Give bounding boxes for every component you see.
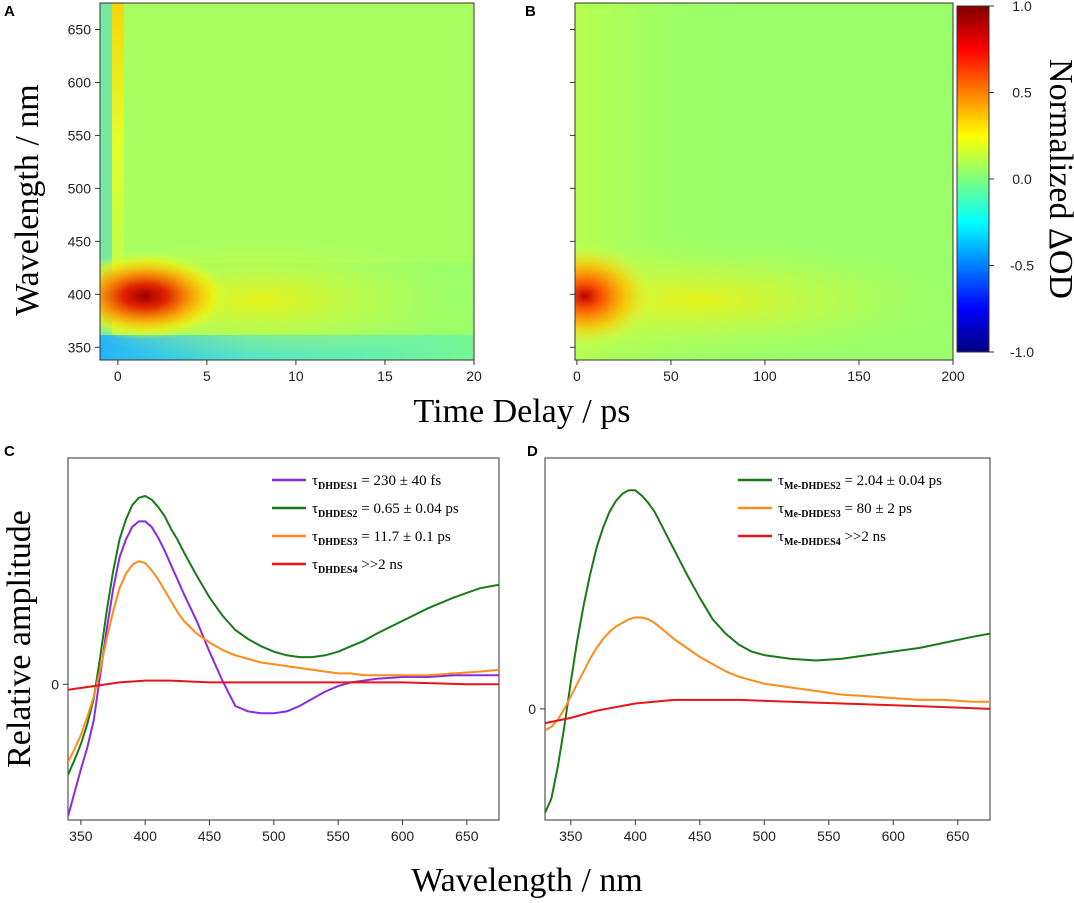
plot-a-frame bbox=[99, 2, 475, 361]
x-tick-label: 650 bbox=[946, 828, 970, 844]
x-tick-label: 350 bbox=[69, 828, 93, 844]
colorbar-tick-label: 1.0 bbox=[1012, 0, 1032, 14]
series-line bbox=[68, 520, 499, 817]
panel-label-c: C bbox=[4, 443, 15, 460]
y-tick-label: 0 bbox=[528, 701, 536, 717]
x-tick-label: 150 bbox=[847, 368, 871, 384]
y-tick-label: 600 bbox=[68, 74, 92, 90]
series-line bbox=[68, 679, 499, 691]
panel-label-b: B bbox=[525, 3, 536, 20]
x-axis-title-bottom: Wavelength / nm bbox=[411, 862, 642, 899]
y-tick-label: 550 bbox=[68, 127, 92, 143]
y-tick-label: 650 bbox=[68, 21, 92, 37]
x-tick-label: 100 bbox=[753, 368, 777, 384]
x-tick-label: 10 bbox=[288, 368, 304, 384]
legend-label: τDHDES3 = 11.7 ± 0.1 ps bbox=[312, 529, 451, 548]
colorbar: 1.0 0.5 0.0 -0.5 -1.0 Normalized ΔOD bbox=[956, 0, 1074, 360]
series-line bbox=[545, 698, 990, 725]
series-line bbox=[545, 489, 990, 814]
colorbar-gradient bbox=[956, 5, 990, 353]
legend-label: τDHDES1 = 230 ± 40 fs bbox=[312, 473, 441, 492]
colorbar-tick-label: -0.5 bbox=[1010, 258, 1034, 274]
x-tick-label: 400 bbox=[624, 828, 648, 844]
panel-label-d: D bbox=[527, 443, 538, 460]
heatmap-b-warm-tail bbox=[575, 240, 953, 360]
x-tick-label: 200 bbox=[941, 368, 965, 384]
panel-b-heatmap: 0 50 100 150 200 bbox=[570, 2, 965, 384]
plot-b-frame bbox=[574, 2, 954, 361]
series-line bbox=[68, 560, 499, 763]
y-axis-title-top: Wavelength / nm bbox=[9, 84, 46, 315]
x-tick-label: 15 bbox=[377, 368, 393, 384]
x-tick-label: 50 bbox=[663, 368, 679, 384]
x-tick-label: 20 bbox=[466, 368, 482, 384]
panel-a-heatmap: 0 5 10 15 20 350 400 450 500 550 600 650 bbox=[68, 2, 482, 384]
x-tick-label: 450 bbox=[688, 828, 712, 844]
legend-label: τDHDES4 >>2 ns bbox=[312, 557, 403, 576]
y-tick-label: 350 bbox=[68, 339, 92, 355]
plot-d-frame bbox=[544, 457, 991, 821]
x-tick-label: 0 bbox=[573, 368, 581, 384]
series-line bbox=[545, 616, 990, 732]
x-tick-label: 500 bbox=[262, 828, 286, 844]
colorbar-tick-label: 0.5 bbox=[1012, 85, 1032, 101]
x-tick-label: 600 bbox=[882, 828, 906, 844]
x-tick-label: 5 bbox=[203, 368, 211, 384]
colorbar-tick-label: 0.0 bbox=[1012, 171, 1032, 187]
colorbar-tick-label: -1.0 bbox=[1010, 344, 1034, 360]
legend-label: τMe-DHDES2 = 2.04 ± 0.04 ps bbox=[778, 473, 942, 492]
x-tick-label: 550 bbox=[817, 828, 841, 844]
panel-d-plot: 350 400 450 500 550 600 650 0 τMe-DHDES2 = 2.04… bbox=[528, 457, 991, 844]
x-tick-label: 400 bbox=[134, 828, 158, 844]
x-tick-label: 350 bbox=[559, 828, 583, 844]
legend-label: τMe-DHDES3 = 80 ± 2 ps bbox=[778, 501, 912, 520]
series-line bbox=[68, 495, 499, 776]
y-axis-title-bottom: Relative amplitude bbox=[1, 510, 38, 768]
y-tick-label: 0 bbox=[51, 676, 59, 692]
colorbar-label: Normalized ΔOD bbox=[1042, 59, 1074, 299]
heatmap-b-hotspot bbox=[575, 244, 655, 348]
x-tick-label: 0 bbox=[114, 368, 122, 384]
y-tick-label: 500 bbox=[68, 180, 92, 196]
x-tick-label: 650 bbox=[455, 828, 479, 844]
x-tick-label: 600 bbox=[391, 828, 415, 844]
y-tick-label: 450 bbox=[68, 233, 92, 249]
panel-c-plot: 350 400 450 500 550 600 650 0 τDHDES1 = 230 ± 4… bbox=[51, 457, 500, 844]
x-axis-title-top: Time Delay / ps bbox=[414, 393, 631, 430]
x-tick-label: 550 bbox=[326, 828, 350, 844]
heatmap-a-hotspot bbox=[100, 252, 230, 340]
x-tick-label: 450 bbox=[198, 828, 222, 844]
plot-c-frame bbox=[67, 457, 500, 821]
panel-label-a: A bbox=[4, 3, 15, 20]
legend-label: τDHDES2 = 0.65 ± 0.04 ps bbox=[312, 501, 459, 520]
legend-label: τMe-DHDES4 >>2 ns bbox=[778, 529, 886, 548]
x-tick-label: 500 bbox=[753, 828, 777, 844]
y-tick-label: 400 bbox=[68, 286, 92, 302]
